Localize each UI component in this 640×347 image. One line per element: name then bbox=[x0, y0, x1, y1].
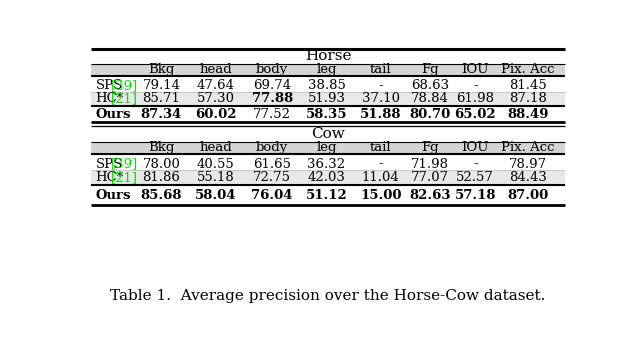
Text: 60.02: 60.02 bbox=[195, 108, 236, 120]
Bar bbox=[91, 142, 565, 154]
Text: [39]: [39] bbox=[111, 158, 138, 171]
Bar bbox=[91, 170, 565, 184]
Text: 57.30: 57.30 bbox=[196, 92, 235, 105]
Text: 11.04: 11.04 bbox=[362, 171, 399, 184]
Text: HC*: HC* bbox=[95, 92, 124, 105]
Text: 87.18: 87.18 bbox=[509, 92, 547, 105]
Text: Bkg: Bkg bbox=[148, 63, 175, 76]
Text: head: head bbox=[199, 141, 232, 154]
Text: Ours: Ours bbox=[95, 108, 131, 120]
Text: body: body bbox=[256, 63, 289, 76]
Text: HC*: HC* bbox=[95, 171, 124, 184]
Text: 51.12: 51.12 bbox=[305, 189, 348, 202]
Text: 57.18: 57.18 bbox=[454, 189, 496, 202]
Text: 61.65: 61.65 bbox=[253, 158, 291, 171]
Text: -: - bbox=[378, 158, 383, 171]
Text: Table 1.  Average precision over the Horse-Cow dataset.: Table 1. Average precision over the Hors… bbox=[110, 289, 546, 303]
Text: -: - bbox=[473, 158, 477, 171]
Bar bbox=[91, 92, 565, 105]
Text: 85.71: 85.71 bbox=[143, 92, 180, 105]
Text: 87.34: 87.34 bbox=[141, 108, 182, 120]
Text: 58.04: 58.04 bbox=[195, 189, 236, 202]
Text: Pix. Acc: Pix. Acc bbox=[501, 63, 555, 76]
Text: head: head bbox=[199, 63, 232, 76]
Bar bbox=[91, 64, 565, 76]
Text: [21]: [21] bbox=[111, 171, 138, 184]
Text: Fg: Fg bbox=[422, 63, 439, 76]
Text: [39]: [39] bbox=[111, 79, 138, 92]
Text: 37.10: 37.10 bbox=[362, 92, 400, 105]
Text: tail: tail bbox=[370, 141, 392, 154]
Text: leg: leg bbox=[316, 63, 337, 76]
Text: 71.98: 71.98 bbox=[412, 158, 449, 171]
Bar bbox=[91, 106, 565, 122]
Bar bbox=[91, 49, 565, 64]
Text: 51.93: 51.93 bbox=[307, 92, 346, 105]
Text: 77.52: 77.52 bbox=[253, 108, 291, 120]
Text: IOU: IOU bbox=[461, 141, 489, 154]
Text: 38.85: 38.85 bbox=[307, 79, 346, 92]
Text: IOU: IOU bbox=[461, 63, 489, 76]
Text: Bkg: Bkg bbox=[148, 141, 175, 154]
Text: 80.70: 80.70 bbox=[410, 108, 451, 120]
Text: 81.45: 81.45 bbox=[509, 79, 547, 92]
Text: tail: tail bbox=[370, 63, 392, 76]
Text: 78.97: 78.97 bbox=[509, 158, 547, 171]
Text: body: body bbox=[256, 141, 289, 154]
Text: Cow: Cow bbox=[311, 127, 345, 141]
Bar bbox=[91, 185, 565, 205]
Text: 85.68: 85.68 bbox=[141, 189, 182, 202]
Text: 78.00: 78.00 bbox=[143, 158, 180, 171]
Text: SPS: SPS bbox=[95, 158, 123, 171]
Text: 47.64: 47.64 bbox=[196, 79, 235, 92]
Bar bbox=[91, 76, 565, 92]
Text: SPS: SPS bbox=[95, 79, 123, 92]
Text: 72.75: 72.75 bbox=[253, 171, 291, 184]
Text: 42.03: 42.03 bbox=[307, 171, 346, 184]
Text: Horse: Horse bbox=[305, 49, 351, 63]
Text: Fg: Fg bbox=[422, 141, 439, 154]
Text: -: - bbox=[473, 79, 477, 92]
Text: 79.14: 79.14 bbox=[142, 79, 180, 92]
Text: 77.88: 77.88 bbox=[252, 92, 293, 105]
Text: 68.63: 68.63 bbox=[412, 79, 449, 92]
Text: 15.00: 15.00 bbox=[360, 189, 401, 202]
Text: 81.86: 81.86 bbox=[143, 171, 180, 184]
Text: Ours: Ours bbox=[95, 189, 131, 202]
Text: 87.00: 87.00 bbox=[508, 189, 548, 202]
Text: 76.04: 76.04 bbox=[252, 189, 293, 202]
Text: 40.55: 40.55 bbox=[196, 158, 234, 171]
Text: leg: leg bbox=[316, 141, 337, 154]
Text: 61.98: 61.98 bbox=[456, 92, 494, 105]
Text: 65.02: 65.02 bbox=[454, 108, 496, 120]
Text: 51.88: 51.88 bbox=[360, 108, 401, 120]
Text: 36.32: 36.32 bbox=[307, 158, 346, 171]
Text: 58.35: 58.35 bbox=[306, 108, 348, 120]
Text: 82.63: 82.63 bbox=[410, 189, 451, 202]
Text: -: - bbox=[378, 79, 383, 92]
Text: 84.43: 84.43 bbox=[509, 171, 547, 184]
Text: 78.84: 78.84 bbox=[412, 92, 449, 105]
Bar bbox=[91, 126, 565, 142]
Text: 52.57: 52.57 bbox=[456, 171, 494, 184]
Text: 69.74: 69.74 bbox=[253, 79, 291, 92]
Text: Pix. Acc: Pix. Acc bbox=[501, 141, 555, 154]
Bar bbox=[91, 154, 565, 171]
Text: 55.18: 55.18 bbox=[196, 171, 234, 184]
Text: [21]: [21] bbox=[111, 92, 138, 105]
Text: 77.07: 77.07 bbox=[412, 171, 449, 184]
Text: 88.49: 88.49 bbox=[508, 108, 548, 120]
